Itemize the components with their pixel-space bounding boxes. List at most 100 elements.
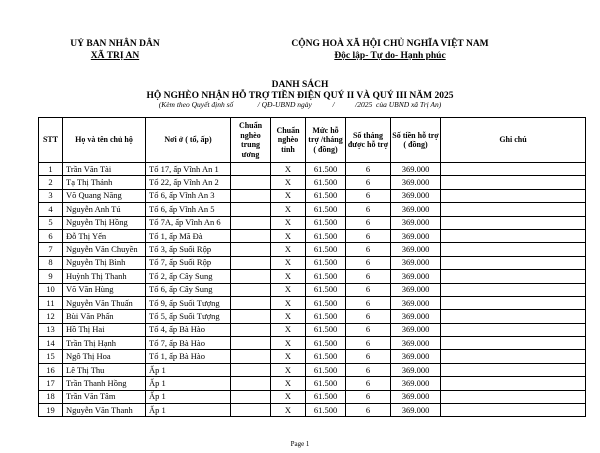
empty-cell [230,336,271,351]
table-row: 14 Trần Thị Hạnh Tổ 7, ấp Bà Hào X 61.500 6 36… [38,336,586,351]
table-cell: X [270,336,306,351]
table-cell: 61.500 [305,175,346,190]
empty-cell [440,336,586,351]
agency-line: XÃ TRỊ AN [90,51,140,61]
column-header: Số tiền hỗ trợ ( đồng) [390,117,441,163]
table-row: 16 Lê Thị Thu Ấp 1 X 61.500 6 369.000 [38,362,586,378]
agency-header: UỶ BAN NHÂN DÂN XÃ TRỊ AN [40,38,190,62]
table-cell: 61.500 [305,242,346,257]
table-cell: 19 [38,403,63,418]
table-cell: 6 [345,255,391,271]
table-row: 3 Võ Quang Năng Tổ 6, ấp Vĩnh An 3 X 61.500 6… [38,188,586,204]
table-cell: 61.500 [305,255,346,271]
table-cell: 61.500 [305,202,346,217]
table-cell: 11 [38,295,63,311]
title-line: DANH SÁCH [271,80,329,90]
table-cell: 61.500 [305,336,346,351]
empty-cell [440,242,586,257]
table-cell: X [270,202,306,217]
table-row: 7 Nguyễn Văn Chuyền Tổ 3, ấp Suối Rộp X 61.5… [38,242,586,257]
table-cell: 369.000 [390,403,441,418]
title-line: HỘ NGHÈO NHẬN HỖ TRỢ TIỀN ĐIỆN QUÝ II VÀ… [146,91,454,101]
table-cell: X [270,322,306,338]
table-cell: X [270,403,306,418]
empty-cell [440,403,586,418]
table-cell: 369.000 [390,242,441,257]
table-row: 15 Ngô Thị Hoa Tổ 1, ấp Bà Hào X 61.500 6 369.… [38,349,586,364]
table-cell: 6 [345,202,391,217]
empty-cell [230,202,271,217]
table-cell: Tạ Thị Thảnh [62,175,146,190]
table-cell: Nguyễn Anh Tú [62,202,146,217]
empty-cell [440,188,586,204]
table-cell: 61.500 [305,322,346,338]
page-footer: Page 1 [290,440,310,448]
table-row: 10 Võ Văn Hùng Tổ 6, ấp Cây Sung X 61.500 6 36… [38,282,586,297]
table-row: 4 Nguyễn Anh Tú Tổ 6, ấp Vĩnh An 5 X 61.500 6… [38,202,586,217]
empty-cell [230,188,271,204]
table-cell: X [270,228,306,244]
empty-cell [440,295,586,311]
empty-cell [230,175,271,190]
table-cell: Nguyễn Văn Thuấn [62,295,146,311]
table-cell: X [270,376,306,391]
table-cell: 8 [38,255,63,271]
table-cell: 61.500 [305,228,346,244]
table-cell: Trần Văn Tâm [62,389,146,405]
table-cell: Nguyễn Thị Bình [62,255,146,271]
empty-cell [440,255,586,271]
column-header: Số tháng được hỗ trợ [345,117,391,163]
table-cell: Trần Thanh Hồng [62,376,146,391]
column-header: Mức hỗ trợ /tháng ( đồng) [305,117,346,163]
table-cell: Tổ 6, ấp Vĩnh An 5 [145,202,231,217]
table-cell: 6 [38,228,63,244]
table-cell: 9 [38,269,63,284]
table-row: 18 Trần Văn Tâm Ấp 1 X 61.500 6 369.000 [38,389,586,405]
table-cell: 61.500 [305,295,346,311]
table-cell: X [270,282,306,297]
table-cell: X [270,269,306,284]
column-header: Nơi ở ( tổ, ấp) [145,117,231,163]
table-cell: 6 [345,282,391,297]
table-cell: 6 [345,295,391,311]
empty-cell [230,161,271,177]
agency-line: UỶ BAN NHÂN DÂN [70,39,160,49]
table-cell: 61.500 [305,188,346,204]
table-cell: 6 [345,188,391,204]
table-cell: Võ Quang Năng [62,188,146,204]
column-header: STT [38,117,63,163]
table-row: 12 Bùi Văn Phấn Tổ 5, ấp Suối Tượng X 61.500… [38,309,586,324]
empty-cell [440,228,586,244]
table-cell: Tổ 7, ấp Suối Rộp [145,255,231,271]
table-row: 13 Hồ Thị Hai Tổ 4, ấp Bà Hào X 61.500 6 369.0… [38,322,586,338]
table-cell: 6 [345,269,391,284]
table-cell: 369.000 [390,349,441,364]
table-cell: X [270,255,306,271]
table-cell: 369.000 [390,161,441,177]
empty-cell [440,202,586,217]
table-cell: 6 [345,309,391,324]
empty-cell [230,322,271,338]
empty-cell [440,389,586,405]
table-cell: 6 [345,228,391,244]
table-cell: 369.000 [390,188,441,204]
table-cell: 16 [38,362,63,378]
empty-cell [230,309,271,324]
table-cell: Tổ 3, ấp Suối Rộp [145,242,231,257]
table-cell: 369.000 [390,295,441,311]
empty-cell [230,228,271,244]
table-cell: Tổ 17, ấp Vĩnh An 1 [145,161,231,177]
national-line: CỘNG HOÀ XÃ HỘI CHỦ NGHĨA VIỆT NAM [291,39,489,49]
empty-cell [440,215,586,230]
table-cell: 4 [38,202,63,217]
table-cell: Võ Văn Hùng [62,282,146,297]
table-cell: 6 [345,215,391,230]
table-cell: X [270,215,306,230]
table-cell: X [270,188,306,204]
table-body: 1 Trần Văn Tài Tổ 17, ấp Vĩnh An 1 X 61.500 6… [38,161,586,418]
table-cell: 6 [345,362,391,378]
table-cell: 6 [345,175,391,190]
table-cell: 6 [345,336,391,351]
table-cell: 369.000 [390,255,441,271]
empty-cell [230,403,271,418]
